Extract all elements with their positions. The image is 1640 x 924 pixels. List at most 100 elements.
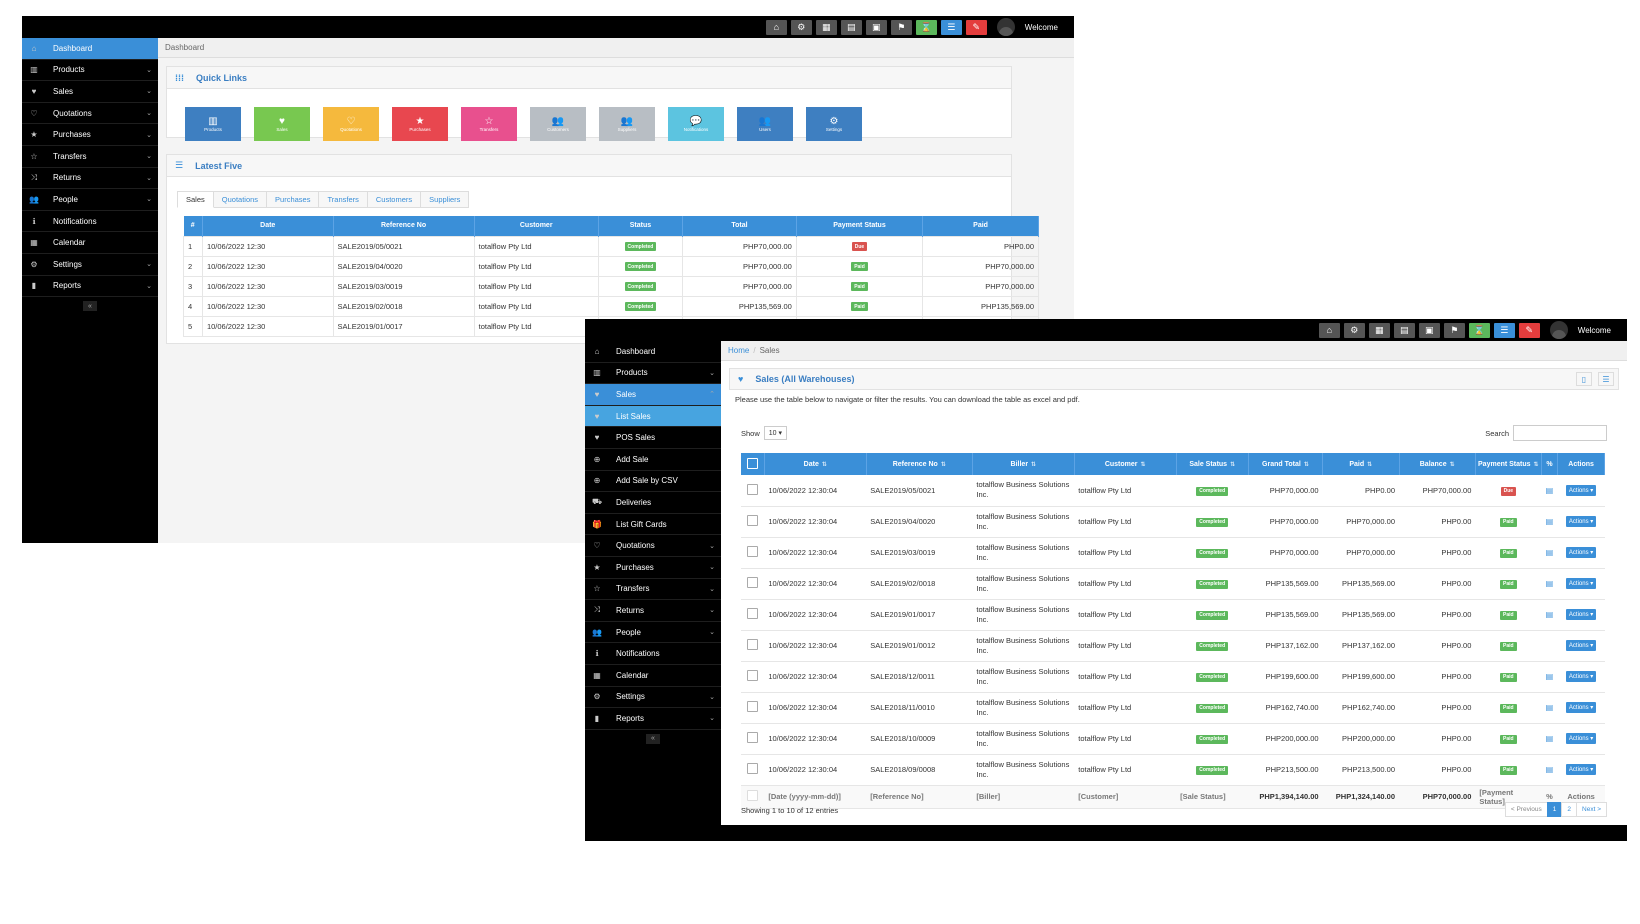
sidebar-item-products[interactable]: ▥ Products ⌄	[585, 363, 721, 385]
column-header-select[interactable]	[741, 453, 765, 475]
actions-button[interactable]: Actions ▾	[1565, 516, 1597, 527]
avatar[interactable]	[1549, 321, 1568, 339]
table-row[interactable]: 10/06/2022 12:30:04 SALE2019/03/0019 total…	[741, 537, 1605, 569]
row-checkbox[interactable]	[747, 577, 759, 588]
collapse-icon[interactable]: «	[83, 301, 97, 312]
table-row[interactable]: 10/06/2022 12:30:04 SALE2019/02/0018 total…	[741, 568, 1605, 600]
select-all-checkbox[interactable]	[746, 457, 758, 469]
footer-cell[interactable]: [Biller]	[972, 785, 1075, 809]
column-header-actions[interactable]: Actions	[1557, 453, 1605, 475]
sidebar-item-calendar[interactable]: ▦ Calendar	[585, 665, 721, 687]
sidebar-item-deliveries[interactable]: ⛟ Deliveries	[585, 492, 721, 514]
column-header-date[interactable]: Date	[202, 216, 334, 236]
quick-link-customers[interactable]: 👥 Customers	[530, 107, 586, 141]
home-icon[interactable]: ⌂	[1318, 322, 1340, 338]
row-checkbox[interactable]	[747, 732, 759, 743]
row-checkbox[interactable]	[747, 608, 759, 619]
sidebar-item-add-sale-by-csv[interactable]: ⊕ Add Sale by CSV	[585, 470, 721, 493]
row-checkbox[interactable]	[747, 515, 759, 526]
breadcrumb-home[interactable]: Home	[728, 346, 750, 355]
column-header-total[interactable]: Total	[682, 216, 797, 236]
sidebar-item-list-sales[interactable]: ♥ List Sales	[585, 405, 721, 428]
row-checkbox[interactable]	[747, 670, 759, 681]
calendar-icon[interactable]: ▤	[1393, 322, 1415, 338]
table-row[interactable]: 10/06/2022 12:30:04 SALE2019/05/0021 total…	[741, 475, 1605, 507]
flag-icon[interactable]: ⚑	[890, 19, 912, 35]
sidebar-item-transfers[interactable]: ☆ Transfers ⌄	[585, 579, 721, 601]
hourglass-icon[interactable]: ⌛	[915, 19, 937, 35]
menu-icon[interactable]: ☰	[1598, 372, 1614, 386]
actions-button[interactable]: Actions ▾	[1565, 764, 1597, 775]
sidebar-item-settings[interactable]: ⚙ Settings ⌄	[22, 254, 158, 276]
quick-link-sales[interactable]: ♥ Sales	[254, 107, 310, 141]
tab-suppliers[interactable]: Suppliers	[421, 191, 470, 208]
actions-button[interactable]: Actions ▾	[1565, 578, 1597, 589]
sidebar-item-purchases[interactable]: ★ Purchases ⌄	[585, 557, 721, 579]
file-icon[interactable]: ▤	[1545, 765, 1554, 774]
actions-button[interactable]: Actions ▾	[1565, 702, 1597, 713]
sidebar-item-returns[interactable]: ⤨ Returns ⌄	[585, 600, 721, 622]
pagination-2[interactable]: 2	[1561, 802, 1578, 817]
column-header-customer[interactable]: Customer	[474, 216, 599, 236]
tab-sales[interactable]: Sales	[177, 191, 214, 208]
pos-icon[interactable]: ▣	[1418, 322, 1440, 338]
quick-link-users[interactable]: 👥 Users	[737, 107, 793, 141]
file-icon[interactable]: ▤	[1545, 485, 1554, 495]
hourglass-icon[interactable]: ⌛	[1468, 322, 1490, 338]
tab-transfers[interactable]: Transfers	[319, 191, 368, 208]
column-header-sale-status[interactable]: Sale Status ⇅	[1176, 453, 1249, 475]
actions-button[interactable]: Actions ▾	[1565, 484, 1597, 496]
avatar[interactable]	[996, 18, 1015, 36]
column-header-payment-status[interactable]: Payment Status ⇅	[1475, 453, 1542, 475]
table-row[interactable]: 4 10/06/2022 12:30 SALE2019/02/0018 totalfl…	[183, 295, 1039, 317]
quick-link-settings[interactable]: ⚙ Settings	[806, 107, 862, 141]
sidebar-item-products[interactable]: ▥ Products ⌄	[22, 60, 158, 82]
page-length-select[interactable]: 10 ▾	[763, 426, 788, 440]
file-icon[interactable]: ▤	[1545, 610, 1554, 619]
actions-button[interactable]: Actions ▾	[1565, 609, 1597, 620]
table-row[interactable]: 10/06/2022 12:30:04 SALE2018/12/0011 total…	[741, 661, 1605, 693]
sidebar-item-reports[interactable]: ▮ Reports ⌄	[22, 276, 158, 298]
quick-link-transfers[interactable]: ☆ Transfers	[461, 107, 517, 141]
column-header-select[interactable]: %	[1541, 453, 1559, 475]
column-header-balance[interactable]: Balance ⇅	[1399, 453, 1476, 475]
sidebar-item-people[interactable]: 👥 People ⌄	[585, 622, 721, 644]
pagination-previous[interactable]: < Previous	[1504, 802, 1548, 817]
table-row[interactable]: 2 10/06/2022 12:30 SALE2019/04/0020 totalfl…	[183, 255, 1039, 277]
sidebar-item-notifications[interactable]: ℹ Notifications	[22, 211, 158, 233]
footer-cell[interactable]: [Date (yyyy-mm-dd)]	[764, 785, 867, 809]
quick-link-purchases[interactable]: ★ Purchases	[392, 107, 448, 141]
table-row[interactable]: 10/06/2022 12:30:04 SALE2019/01/0012 total…	[741, 630, 1605, 662]
footer-cell[interactable]: PHP1,394,140.00	[1248, 785, 1323, 809]
sidebar-item-settings[interactable]: ⚙ Settings ⌄	[585, 687, 721, 709]
pos-icon[interactable]: ▣	[865, 19, 887, 35]
file-icon[interactable]: ▤	[1545, 703, 1554, 712]
footer-cell[interactable]: PHP70,000.00	[1399, 785, 1476, 809]
sidebar-item-quotations[interactable]: ♡ Quotations ⌄	[585, 535, 721, 557]
row-checkbox[interactable]	[747, 639, 759, 650]
actions-button[interactable]: Actions ▾	[1565, 547, 1597, 558]
column-header-reference-no[interactable]: Reference No ⇅	[866, 453, 973, 475]
collapse-icon[interactable]: «	[646, 733, 660, 744]
column-header-grand-total[interactable]: Grand Total ⇅	[1248, 453, 1324, 475]
column-header-payment-status[interactable]: Payment Status	[796, 216, 924, 236]
file-icon[interactable]: ▤	[1545, 579, 1554, 588]
sidebar-item-sales[interactable]: ♥ Sales ⌄	[22, 81, 158, 103]
table-row[interactable]: 10/06/2022 12:30:04 SALE2018/09/0008 total…	[741, 754, 1605, 786]
actions-button[interactable]: Actions ▾	[1565, 733, 1597, 744]
list-icon[interactable]: ☰	[1493, 322, 1515, 338]
sidebar-item-dashboard[interactable]: ⌂ Dashboard	[585, 341, 721, 363]
list-icon[interactable]: ☰	[940, 19, 962, 35]
home-icon[interactable]: ⌂	[765, 19, 787, 35]
sidebar-item-pos-sales[interactable]: ♥ POS Sales	[585, 427, 721, 449]
calculator-icon[interactable]: ▦	[815, 19, 837, 35]
column-header-paid[interactable]: Paid ⇅	[1322, 453, 1400, 475]
tab-purchases[interactable]: Purchases	[267, 191, 320, 208]
quick-link-notifications[interactable]: 💬 Notifications	[668, 107, 724, 141]
file-icon[interactable]: ▤	[1545, 734, 1554, 743]
sidebar-item-reports[interactable]: ▮ Reports ⌄	[585, 708, 721, 730]
table-row[interactable]: 10/06/2022 12:30:04 SALE2019/04/0020 total…	[741, 506, 1605, 538]
sidebar-item-dashboard[interactable]: ⌂ Dashboard	[22, 38, 158, 60]
sidebar-item-notifications[interactable]: ℹ Notifications	[585, 643, 721, 665]
calculator-icon[interactable]: ▦	[1368, 322, 1390, 338]
